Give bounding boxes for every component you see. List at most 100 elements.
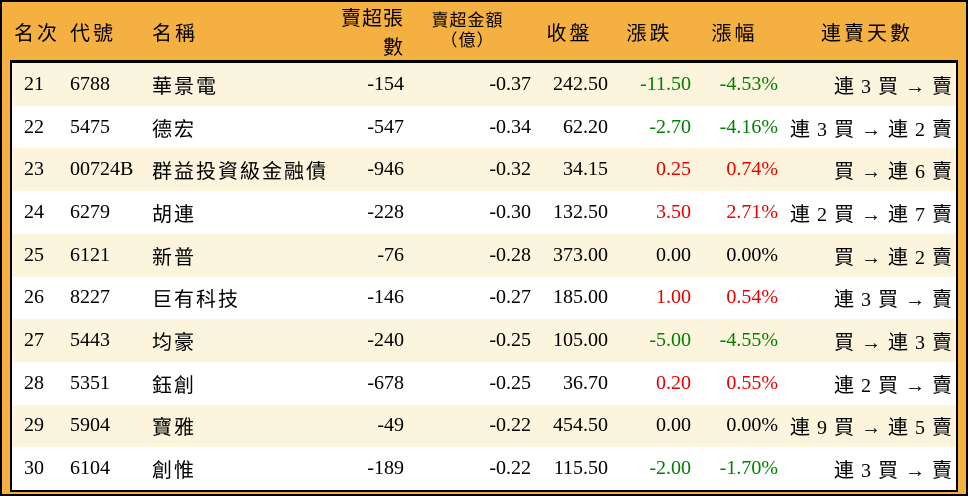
days-cell: 買 → 連 3 賣 bbox=[834, 332, 953, 355]
amount-cell: -0.27 bbox=[489, 286, 531, 309]
close-cell: 62.20 bbox=[563, 115, 608, 138]
days-cell: 買 → 連 2 賣 bbox=[834, 246, 953, 269]
col-header-rank: 名次 bbox=[14, 22, 60, 45]
days-cell: 連 3 買 → 賣 bbox=[834, 460, 953, 483]
col-header-volume: 賣超張數 bbox=[341, 8, 404, 59]
change-cell: 0.00 bbox=[656, 243, 691, 266]
col-header-amount: 賣超金額 （億） bbox=[404, 11, 531, 50]
code-cell: 00724B bbox=[70, 158, 134, 181]
change-cell: -5.00 bbox=[649, 329, 691, 352]
amount-cell: -0.34 bbox=[489, 115, 531, 138]
table-row: 27 5443 均豪 -240 -0.25 105.00 -5.00 -4.55… bbox=[12, 319, 956, 362]
col-header-close: 收盤 bbox=[546, 22, 593, 45]
col-header-days: 連賣天數 bbox=[821, 22, 913, 45]
pct-cell: 0.74% bbox=[726, 158, 778, 181]
close-cell: 373.00 bbox=[553, 243, 608, 266]
change-cell: 0.25 bbox=[656, 158, 691, 181]
code-cell: 8227 bbox=[70, 286, 110, 309]
col-header-pct: 漲幅 bbox=[711, 22, 758, 45]
name-cell: 創惟 bbox=[152, 460, 196, 483]
days-cell: 連 2 買 → 賣 bbox=[834, 374, 953, 397]
change-cell: -11.50 bbox=[640, 72, 691, 95]
name-cell: 鈺創 bbox=[152, 374, 196, 397]
code-cell: 5443 bbox=[70, 329, 110, 352]
table-row: 22 5475 德宏 -547 -0.34 62.20 -2.70 -4.16%… bbox=[12, 105, 956, 149]
table-header-row: 名次 代號 名稱 賣超張數 賣超金額 （億） 收盤 漲跌 漲幅 連賣天數 bbox=[2, 2, 966, 60]
pct-cell: 0.55% bbox=[726, 371, 778, 394]
pct-cell: -4.53% bbox=[719, 72, 778, 95]
rank-cell: 25 bbox=[24, 243, 44, 266]
volume-cell: -154 bbox=[367, 72, 404, 95]
code-cell: 6121 bbox=[70, 243, 110, 266]
col-header-name: 名稱 bbox=[152, 22, 198, 45]
close-cell: 115.50 bbox=[553, 457, 608, 480]
change-cell: -2.00 bbox=[649, 457, 691, 480]
amount-cell: -0.22 bbox=[489, 414, 531, 437]
close-cell: 105.00 bbox=[553, 329, 608, 352]
pct-cell: -4.55% bbox=[719, 329, 778, 352]
close-cell: 36.70 bbox=[563, 371, 608, 394]
name-cell: 德宏 bbox=[152, 118, 196, 141]
close-cell: 454.50 bbox=[553, 414, 608, 437]
col-header-amount-line1: 賣超金額 bbox=[431, 11, 504, 31]
days-cell: 連 3 買 → 賣 bbox=[834, 75, 953, 98]
rank-cell: 22 bbox=[24, 115, 44, 138]
change-cell: 0.20 bbox=[656, 371, 691, 394]
rank-cell: 27 bbox=[24, 329, 44, 352]
amount-cell: -0.25 bbox=[489, 371, 531, 394]
name-cell: 寶雅 bbox=[152, 417, 196, 440]
close-cell: 185.00 bbox=[553, 286, 608, 309]
name-cell: 群益投資級金融債 bbox=[152, 161, 328, 184]
code-cell: 6788 bbox=[70, 72, 110, 95]
table-body: 21 6788 華景電 -154 -0.37 242.50 -11.50 -4.… bbox=[10, 60, 958, 492]
col-header-code: 代號 bbox=[70, 22, 116, 45]
days-cell: 買 → 連 6 賣 bbox=[834, 161, 953, 184]
amount-cell: -0.22 bbox=[489, 457, 531, 480]
code-cell: 5351 bbox=[70, 371, 110, 394]
volume-cell: -228 bbox=[367, 200, 404, 223]
col-header-amount-line2: （億） bbox=[440, 31, 495, 50]
change-cell: 3.50 bbox=[656, 200, 691, 223]
volume-cell: -547 bbox=[367, 115, 404, 138]
change-cell: 0.00 bbox=[656, 414, 691, 437]
pct-cell: 0.54% bbox=[726, 286, 778, 309]
change-cell: -2.70 bbox=[649, 115, 691, 138]
name-cell: 均豪 bbox=[152, 332, 196, 355]
days-cell: 連 9 買 → 連 5 賣 bbox=[790, 417, 953, 440]
rank-cell: 24 bbox=[24, 200, 44, 223]
table-row: 30 6104 創惟 -189 -0.22 115.50 -2.00 -1.70… bbox=[12, 447, 956, 491]
close-cell: 132.50 bbox=[553, 200, 608, 223]
pct-cell: -4.16% bbox=[719, 115, 778, 138]
table-row: 21 6788 華景電 -154 -0.37 242.50 -11.50 -4.… bbox=[12, 63, 956, 106]
amount-cell: -0.28 bbox=[489, 243, 531, 266]
days-cell: 連 2 買 → 連 7 賣 bbox=[790, 203, 953, 226]
amount-cell: -0.25 bbox=[489, 329, 531, 352]
pct-cell: 0.00% bbox=[726, 414, 778, 437]
rank-cell: 28 bbox=[24, 371, 44, 394]
table-row: 24 6279 胡連 -228 -0.30 132.50 3.50 2.71% … bbox=[12, 191, 956, 234]
amount-cell: -0.37 bbox=[489, 72, 531, 95]
volume-cell: -76 bbox=[377, 243, 404, 266]
rank-cell: 21 bbox=[24, 72, 44, 95]
rank-cell: 26 bbox=[24, 286, 44, 309]
table-row: 29 5904 寶雅 -49 -0.22 454.50 0.00 0.00% 連… bbox=[12, 404, 956, 448]
name-cell: 新普 bbox=[152, 246, 196, 269]
table-row: 28 5351 鈺創 -678 -0.25 36.70 0.20 0.55% 連… bbox=[12, 361, 956, 405]
code-cell: 6279 bbox=[70, 200, 110, 223]
volume-cell: -146 bbox=[367, 286, 404, 309]
amount-cell: -0.32 bbox=[489, 158, 531, 181]
name-cell: 巨有科技 bbox=[152, 289, 240, 312]
rank-cell: 23 bbox=[24, 158, 44, 181]
col-header-change: 漲跌 bbox=[626, 22, 673, 45]
rank-cell: 29 bbox=[24, 414, 44, 437]
pct-cell: 2.71% bbox=[726, 200, 778, 223]
code-cell: 6104 bbox=[70, 457, 110, 480]
table-row: 25 6121 新普 -76 -0.28 373.00 0.00 0.00% 買… bbox=[12, 233, 956, 277]
pct-cell: -1.70% bbox=[719, 457, 778, 480]
name-cell: 華景電 bbox=[152, 75, 218, 98]
close-cell: 34.15 bbox=[563, 158, 608, 181]
volume-cell: -240 bbox=[367, 329, 404, 352]
table-row: 26 8227 巨有科技 -146 -0.27 185.00 1.00 0.54… bbox=[12, 276, 956, 320]
close-cell: 242.50 bbox=[553, 72, 608, 95]
